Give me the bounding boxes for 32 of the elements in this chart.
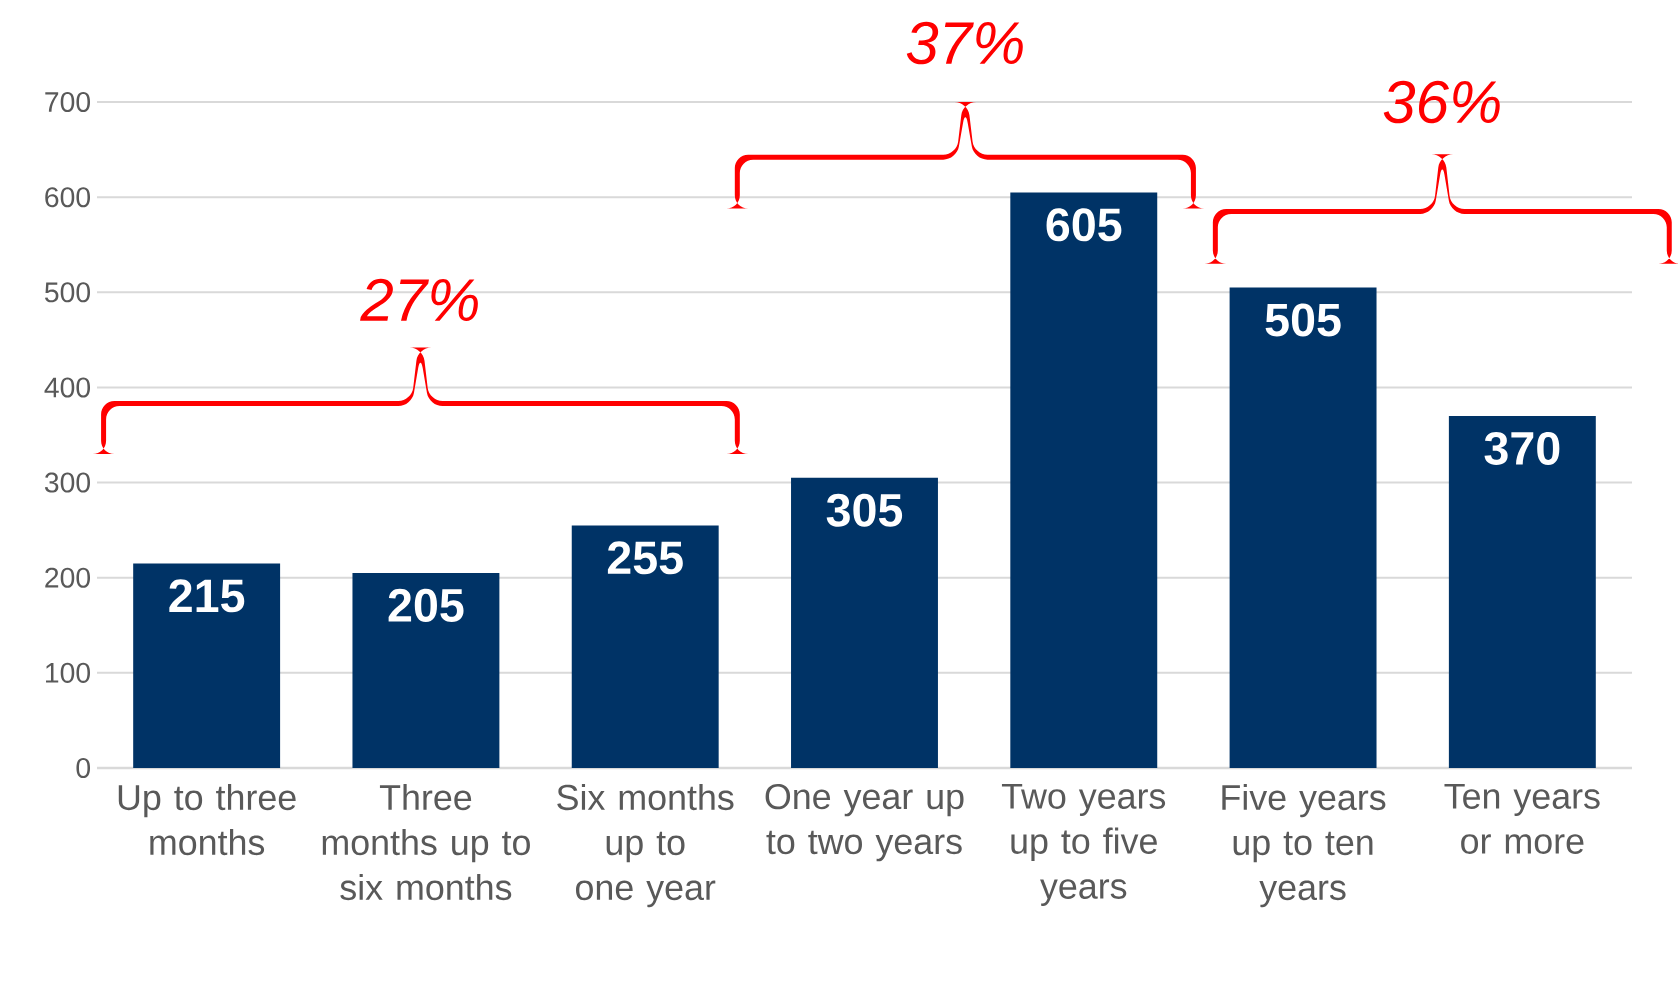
- bar: [1010, 192, 1158, 769]
- x-tick-label: One year up to two years: [765, 783, 964, 862]
- bar: [1448, 415, 1596, 769]
- x-tick-label: Three months up to six months: [322, 783, 530, 901]
- y-tick-label: 700: [45, 91, 91, 113]
- x-tick-label: Six months up to one year: [557, 783, 734, 908]
- bar: [791, 477, 938, 769]
- text: 37%: [906, 21, 1023, 65]
- x-tick-label: Two years up to five years: [1001, 783, 1166, 906]
- data-label: 305: [826, 493, 903, 527]
- y-tick-label: 100: [46, 662, 91, 683]
- bar: [352, 572, 500, 769]
- data-label: 505: [1265, 303, 1341, 337]
- bar: [1229, 287, 1377, 769]
- data-label: 215: [169, 579, 245, 613]
- bar: [571, 525, 719, 769]
- bar: [133, 563, 281, 769]
- y-tick-label: 0: [76, 757, 91, 779]
- y-tick-label: 500: [44, 282, 91, 303]
- data-label: 605: [1046, 208, 1122, 242]
- y-tick-label: 400: [44, 377, 91, 398]
- data-label: 255: [607, 541, 683, 575]
- data-label: 370: [1484, 431, 1560, 465]
- annotation: 36%: [1383, 80, 1500, 124]
- data-label: 205: [388, 588, 464, 622]
- x-tick-label: Up to three months: [118, 783, 296, 856]
- y-tick-label: 600: [45, 187, 91, 208]
- y-tick-label: 200: [45, 567, 91, 588]
- y-tick-label: 300: [44, 472, 91, 493]
- annotation: 27%: [360, 278, 478, 322]
- x-tick-label: Ten years or more: [1444, 783, 1600, 854]
- x-tick-label: Five years up to ten years: [1222, 783, 1386, 908]
